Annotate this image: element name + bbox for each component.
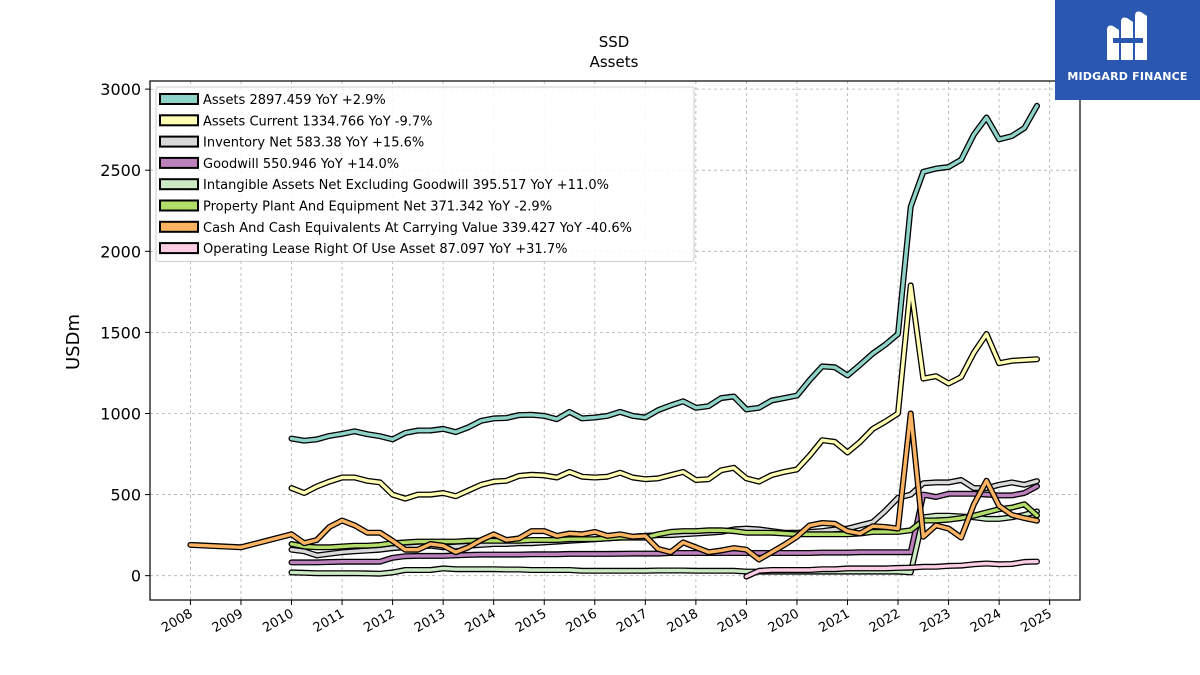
y-tick-label: 1500 (100, 323, 141, 342)
brand-name: MIDGARD FINANCE (1067, 70, 1188, 83)
brand-logo: MIDGARD FINANCE (1055, 0, 1200, 100)
legend-label: Inventory Net 583.38 YoY +15.6% (203, 136, 424, 151)
x-tick-label: 2024 (968, 606, 1004, 636)
series-stroke (289, 502, 1039, 549)
series-stroke (188, 411, 1039, 562)
series-line-6 (187, 410, 1040, 563)
legend-swatch (159, 242, 199, 255)
x-ticks: 2008 2009 2010 2011 2012 2013 2014 2015 2016 2017… (159, 600, 1055, 636)
x-tick-label: 2025 (1019, 606, 1055, 636)
series-line-7 (743, 558, 1040, 580)
legend-swatch (159, 199, 199, 212)
legend-label: Operating Lease Right Of Use Asset 87.09… (203, 242, 567, 257)
x-tick-label: 2013 (412, 606, 448, 636)
y-tick-label: 2500 (100, 161, 141, 180)
legend-label: Goodwill 550.946 YoY +14.0% (203, 157, 399, 172)
x-tick-label: 2016 (564, 606, 600, 636)
series-stroke (744, 559, 1039, 579)
x-tick-label: 2015 (513, 606, 549, 636)
x-tick-label: 2017 (614, 606, 650, 636)
logo-mark-icon (1107, 11, 1147, 60)
x-tick-label: 2023 (917, 606, 953, 636)
series-line-0 (288, 102, 1040, 444)
x-tick-label: 2022 (867, 606, 903, 636)
plot-frame (149, 80, 1081, 601)
y-tick-label: 0 (131, 567, 141, 586)
legend-label: Intangible Assets Net Excluding Goodwill… (203, 178, 609, 193)
legend-label: Assets 2897.459 YoY +2.9% (203, 93, 386, 108)
y-axis-label: USDm (63, 314, 84, 370)
legend-swatch (159, 93, 199, 105)
y-tick-label: 500 (110, 486, 141, 505)
y-tick-label: 3000 (100, 80, 141, 99)
series-stroke (289, 283, 1039, 501)
series-stroke (289, 104, 1039, 443)
x-tick-label: 2009 (210, 606, 246, 636)
chart-subtitle: Assets (590, 53, 639, 71)
legend-swatch (159, 114, 199, 127)
series-outline (288, 282, 1040, 502)
x-tick-label: 2019 (715, 606, 751, 636)
chart-title: SSD (599, 33, 630, 51)
x-tick-label: 2021 (816, 606, 852, 636)
legend: Assets 2897.459 YoY +2.9% Assets Current … (155, 86, 695, 262)
legend-swatch (159, 135, 199, 148)
series-line-5 (288, 501, 1040, 551)
legend-box (155, 86, 695, 262)
x-tick-label: 2011 (311, 606, 347, 636)
series-line-1 (288, 282, 1040, 502)
y-tick-label: 2000 (100, 242, 141, 261)
legend-swatch (159, 178, 199, 191)
legend-swatch (159, 156, 199, 169)
series-line-4 (288, 508, 1040, 577)
legend-label: Property Plant And Equipment Net 371.342… (203, 200, 552, 215)
x-tick-label: 2014 (463, 606, 499, 636)
series-stroke (289, 509, 1039, 576)
x-tick-label: 2012 (361, 606, 397, 636)
series-group (187, 102, 1040, 580)
x-tick-label: 2020 (766, 606, 802, 636)
y-ticks: 0 500 1000 1500 2000 2500 3000 (100, 80, 150, 586)
x-tick-label: 2008 (159, 606, 195, 636)
legend-label: Cash And Cash Equivalents At Carrying Va… (203, 221, 632, 236)
x-tick-label: 2010 (260, 606, 296, 636)
y-tick-label: 1000 (100, 404, 141, 423)
legend-label: Assets Current 1334.766 YoY -9.7% (203, 114, 433, 129)
legend-swatch (159, 220, 199, 233)
x-tick-label: 2018 (665, 606, 701, 636)
